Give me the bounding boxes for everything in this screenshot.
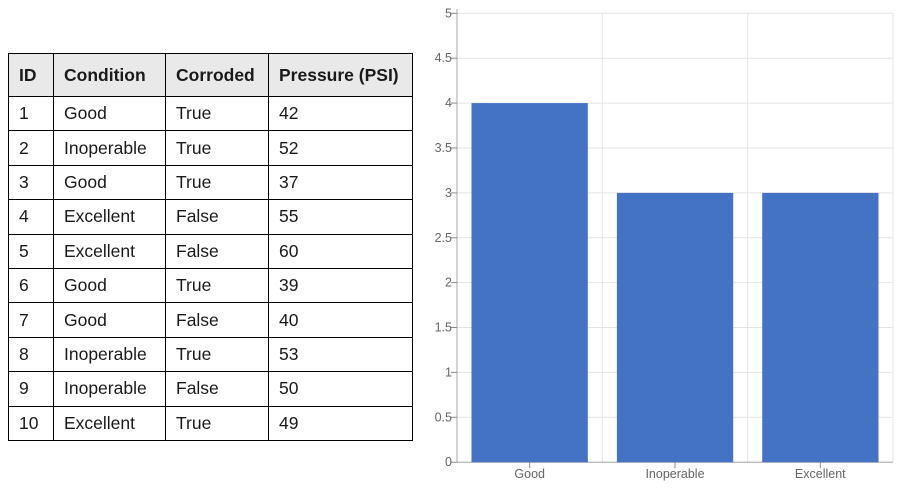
svg-text:0.5: 0.5 bbox=[435, 410, 452, 424]
svg-text:1: 1 bbox=[445, 365, 452, 379]
svg-text:0: 0 bbox=[445, 455, 452, 469]
svg-text:1.5: 1.5 bbox=[435, 321, 452, 335]
svg-text:3: 3 bbox=[445, 186, 452, 200]
svg-text:5: 5 bbox=[445, 6, 452, 20]
svg-text:2: 2 bbox=[445, 276, 452, 290]
svg-text:Excellent: Excellent bbox=[795, 467, 846, 481]
svg-text:Inoperable: Inoperable bbox=[645, 467, 704, 481]
svg-text:3.5: 3.5 bbox=[435, 141, 452, 155]
svg-text:4.5: 4.5 bbox=[435, 51, 452, 65]
svg-text:2.5: 2.5 bbox=[435, 231, 452, 245]
svg-text:Good: Good bbox=[514, 467, 545, 481]
svg-text:4: 4 bbox=[445, 96, 452, 110]
